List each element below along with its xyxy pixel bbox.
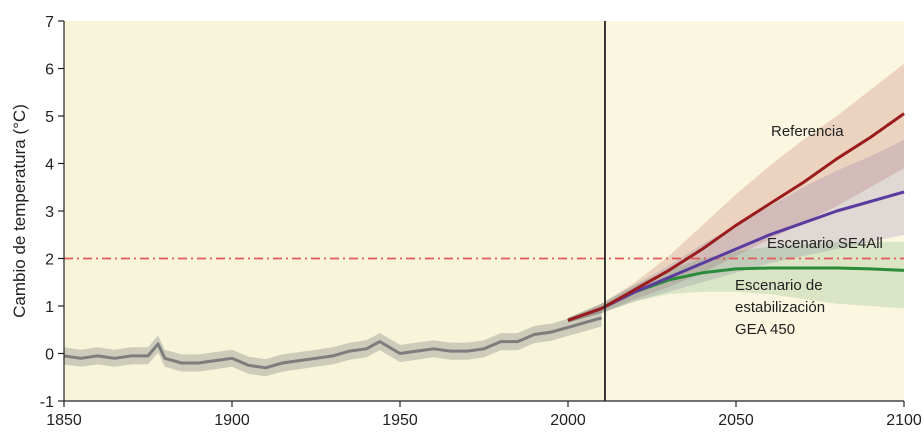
annotation-gea450-line2: estabilización <box>735 299 825 316</box>
series-lines <box>63 112 905 370</box>
y-tick-label: 4 <box>45 157 54 174</box>
y-tick-label: 5 <box>45 109 54 126</box>
y-tick-label: 3 <box>45 204 54 221</box>
historical-uncertainty-band <box>64 309 602 377</box>
y-tick-label: 1 <box>45 299 54 316</box>
x-tick-label: 1850 <box>46 412 82 429</box>
plot-background-future <box>602 21 904 401</box>
referencia-series-line <box>567 112 905 322</box>
y-tick-label: -1 <box>40 394 54 411</box>
x-tick-label: 2050 <box>718 412 754 429</box>
y-axis-title: Cambio de temperatura (°C) <box>10 104 29 318</box>
annotation-gea450-line3: GEA 450 <box>735 321 795 338</box>
y-tick-label: 0 <box>45 347 54 364</box>
se4all-uncertainty-band <box>568 139 904 323</box>
annotation-se4all: Escenario SE4All <box>767 235 883 252</box>
x-tick-label: 2000 <box>550 412 586 429</box>
y-tick-label: 6 <box>45 62 54 79</box>
gea450-uncertainty-band <box>568 241 904 323</box>
annotation-referencia: Referencia <box>771 123 844 140</box>
annotation-gea450-line1: Escenario de <box>735 277 823 294</box>
y-tick-label: 7 <box>45 14 54 31</box>
tick-labels: -1 0 1 2 3 4 5 6 7 1850 1900 1950 2000 2050 2100 <box>40 14 922 429</box>
axes <box>58 20 905 407</box>
plot-background-past <box>64 21 602 401</box>
x-tick-label: 1900 <box>214 412 250 429</box>
referencia-uncertainty-band <box>568 63 904 323</box>
x-tick-label: 2100 <box>886 412 922 429</box>
uncertainty-bands <box>64 63 904 377</box>
y-tick-label: 2 <box>45 252 54 269</box>
historical-series-line <box>63 316 603 370</box>
x-tick-label: 1950 <box>382 412 418 429</box>
